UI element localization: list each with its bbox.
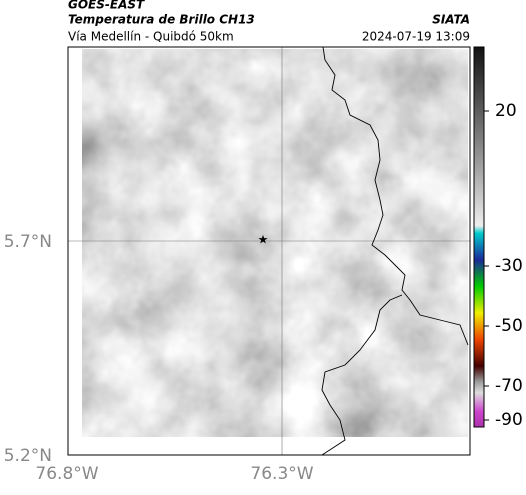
location-star: ★ [258,233,269,247]
source-title: GOES-EAST [68,0,145,12]
route-label: Vía Medellín - Quibdó 50km [68,30,234,44]
product-title: Temperatura de Brillo CH13 [68,13,255,27]
agency-title: SIATA [432,13,470,27]
colorbar-tick-label: -70 [495,376,523,396]
lon-label: 76.3°W [250,464,313,484]
colorbar-ticks: 20 -30 -50 -70 -90 [484,101,523,430]
boundary-line [322,46,469,346]
map-frame [67,46,471,456]
colorbar-tick-label: 20 [495,101,517,121]
lon-label: 76.8°W [35,464,98,484]
colorbar-tick-label: -30 [495,256,523,276]
lat-label: 5.2°N [4,446,52,466]
lat-label: 5.7°N [4,232,52,252]
colorbar-tick-label: -90 [495,410,523,430]
boundary-line [321,294,403,456]
brightness-temperature-image [82,49,468,437]
colorbar-tick-label: -50 [495,316,523,336]
colorbar [473,46,485,428]
timestamp: 2024-07-19 13:09 [362,30,470,44]
